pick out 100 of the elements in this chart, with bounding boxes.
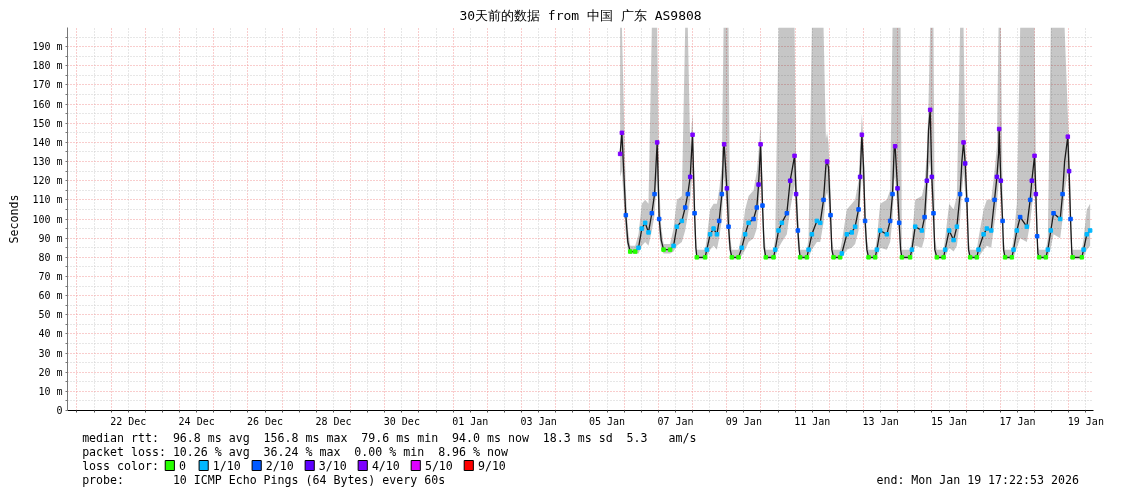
legend-label: 5/10 xyxy=(424,458,453,473)
point xyxy=(824,159,830,164)
point xyxy=(961,140,966,145)
y-tick-label: 120 m xyxy=(32,175,63,187)
point xyxy=(828,212,833,218)
point xyxy=(872,255,878,260)
point xyxy=(1011,247,1016,252)
point xyxy=(927,107,933,113)
x-tick-label: 07 Jan xyxy=(657,415,694,427)
point xyxy=(771,255,776,260)
point xyxy=(974,255,980,260)
point xyxy=(739,245,745,250)
point xyxy=(1065,134,1071,139)
y-tick-label: 60 m xyxy=(38,290,63,302)
y-tick-label: 180 m xyxy=(32,60,63,72)
y-axis-title: Seconds xyxy=(7,194,22,244)
point xyxy=(804,255,810,260)
point xyxy=(942,247,948,252)
point xyxy=(988,228,994,233)
point xyxy=(674,224,680,229)
point xyxy=(652,191,657,197)
point xyxy=(856,207,861,212)
point xyxy=(1009,255,1015,260)
x-tick-label: 05 Jan xyxy=(588,415,626,427)
point xyxy=(1017,214,1023,220)
point xyxy=(992,197,997,203)
point xyxy=(844,232,850,237)
point xyxy=(934,255,940,260)
point xyxy=(1029,178,1035,183)
point xyxy=(751,216,756,222)
x-tick-label: 01 Jan xyxy=(452,415,489,427)
y-tick-label: 10 m xyxy=(38,385,63,397)
point xyxy=(994,174,1000,180)
text: median rtt: 96.8 ms avg 156.8 ms max 79.6 ms min 94.0 ms now 18.3 ms sd 5.3 am/s xyxy=(82,430,697,445)
point xyxy=(702,255,708,260)
x-tick-label: 11 Jan xyxy=(794,415,831,427)
point xyxy=(687,174,693,180)
point xyxy=(1033,191,1039,197)
point xyxy=(896,220,902,226)
point xyxy=(649,211,655,216)
legend-label: 1/10 xyxy=(212,458,241,473)
legend-title: loss color: xyxy=(82,458,159,473)
point xyxy=(719,191,725,197)
point xyxy=(1034,233,1040,239)
legend-label: 0 xyxy=(178,459,186,473)
point xyxy=(721,142,727,147)
y-tick-label: 40 m xyxy=(38,328,63,340)
point xyxy=(874,247,880,252)
point xyxy=(627,249,633,254)
point xyxy=(831,255,836,260)
point xyxy=(716,218,722,224)
x-tick-label: 26 Dec xyxy=(246,415,284,427)
x-tick-label: 09 Jan xyxy=(725,415,762,427)
x-tick-label: 03 Jan xyxy=(520,415,557,427)
point xyxy=(962,161,968,166)
legend-label: 4/10 xyxy=(371,458,400,473)
point xyxy=(1014,228,1020,233)
point xyxy=(623,212,629,218)
point xyxy=(795,228,801,233)
point xyxy=(654,140,660,145)
point xyxy=(859,132,865,137)
point xyxy=(1045,247,1051,252)
chart-title: 30天前的数据 from 中国 广东 AS9808 xyxy=(459,7,702,23)
point xyxy=(1081,247,1086,252)
point xyxy=(1027,197,1033,203)
point xyxy=(821,197,826,203)
point xyxy=(976,247,981,252)
point xyxy=(1048,228,1054,233)
point xyxy=(685,191,691,197)
point xyxy=(639,226,645,231)
y-tick-label: 110 m xyxy=(32,194,63,206)
point xyxy=(866,255,871,260)
point xyxy=(772,247,778,252)
text: packet loss: 10.26 % avg 36.24 % max 0.00 % min 8.96 % now xyxy=(82,444,508,459)
point xyxy=(1079,255,1085,260)
point xyxy=(929,174,935,180)
point xyxy=(895,186,900,191)
point xyxy=(667,247,673,252)
point xyxy=(806,247,811,252)
y-tick-label: 100 m xyxy=(32,213,63,225)
point xyxy=(809,232,815,237)
point xyxy=(907,255,913,260)
point xyxy=(758,142,763,147)
point xyxy=(776,228,781,233)
x-tick-label: 19 Jan xyxy=(1067,415,1104,427)
point xyxy=(632,249,638,254)
point xyxy=(754,205,760,210)
point xyxy=(1000,218,1005,224)
point xyxy=(671,243,676,249)
point xyxy=(981,232,986,237)
point xyxy=(954,224,960,229)
point xyxy=(787,178,793,183)
x-tick-label: 13 Jan xyxy=(862,415,899,427)
point xyxy=(984,226,990,231)
point xyxy=(957,191,963,197)
point xyxy=(941,255,946,260)
point xyxy=(964,197,970,203)
point xyxy=(1002,255,1008,260)
point xyxy=(682,205,688,210)
y-tick-label: 50 m xyxy=(38,309,63,321)
